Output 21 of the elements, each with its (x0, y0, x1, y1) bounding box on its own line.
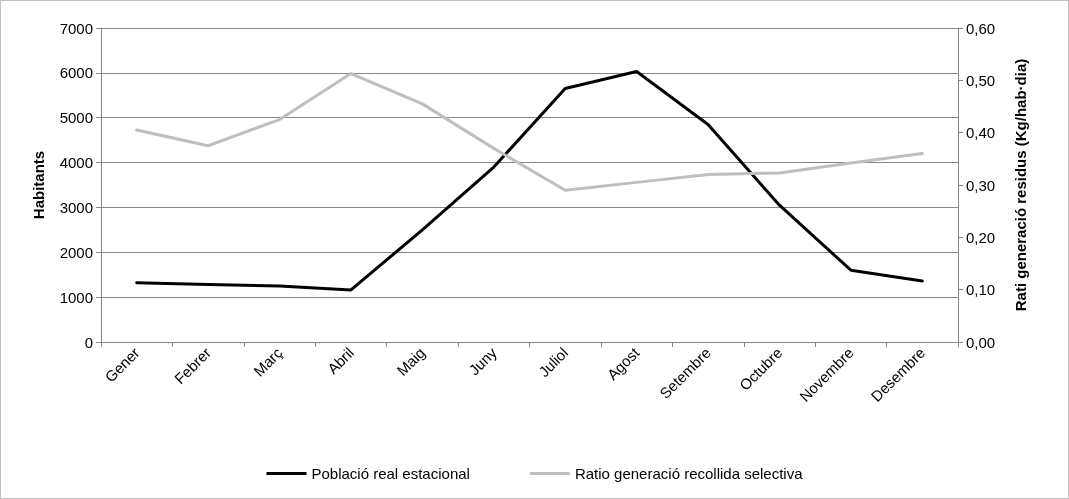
y2-tick-label: 0,50 (966, 71, 996, 89)
y2-tick-label: 0,20 (966, 228, 996, 246)
legend-label: Ratio generació recollida selectiva (574, 465, 804, 482)
y-tick-label: 1000 (59, 288, 93, 306)
legend-label: Població real estacional (311, 465, 470, 482)
y2-axis-title: Rati generació residus (Kg/hab·dia) (1012, 58, 1029, 312)
y-tick-label: 2000 (59, 243, 93, 261)
y2-tick-label: 0,60 (966, 19, 996, 37)
y-tick-label: 3000 (59, 198, 93, 216)
y-tick-label: 7000 (59, 19, 93, 37)
y2-tick-label: 0,40 (966, 124, 996, 142)
y-axis-title: Habitants (30, 150, 47, 220)
y2-tick-label: 0,30 (966, 176, 996, 194)
line-series (135, 72, 924, 192)
y2-tick-label: 0,10 (966, 281, 996, 299)
y2-tick-label: 0,00 (966, 333, 996, 351)
y-tick-label: 0 (84, 333, 93, 351)
y-tick-label: 5000 (59, 109, 93, 127)
y-tick-label: 4000 (59, 154, 93, 172)
line-series (135, 70, 924, 292)
y-tick-label: 6000 (59, 64, 93, 82)
